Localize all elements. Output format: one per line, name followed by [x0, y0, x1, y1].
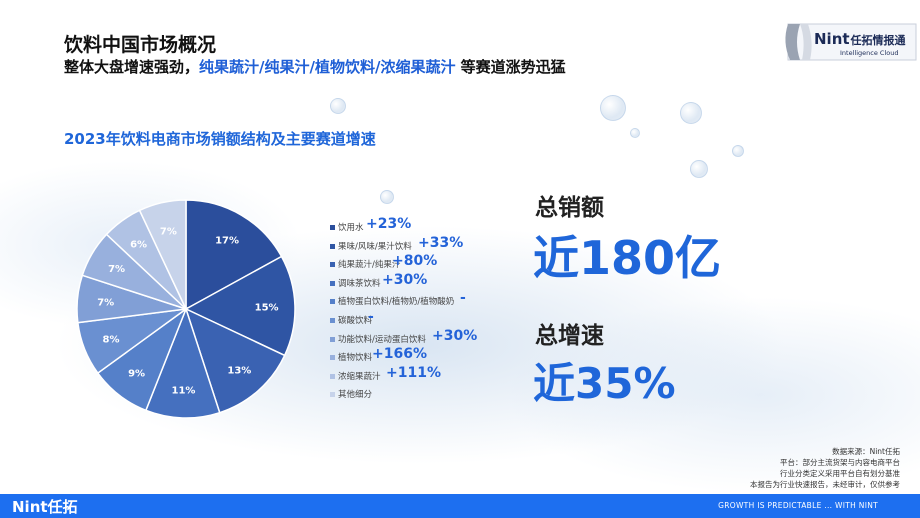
legend-label: 浓缩果蔬汁 [338, 371, 381, 382]
logo-ribbon-icon [785, 23, 917, 61]
subtitle-prefix: 整体大盘增速强劲， [64, 58, 200, 76]
footer-bar: Nint任拓 GROWTH IS PREDICTABLE ... WITH NI… [0, 494, 920, 518]
legend-swatch [330, 299, 335, 305]
pie-slice [185, 199, 283, 311]
logo-brand-en: Nint [814, 30, 850, 48]
logo-brand-cn: 任拓情报通 [850, 34, 906, 47]
legend-swatch [330, 336, 335, 342]
chart-title: 2023年饮料电商市场销额结构及主要赛道增速 [64, 130, 376, 148]
brand-logo: Nint任拓情报通 Intelligence Cloud [780, 20, 918, 64]
legend-swatch [330, 225, 335, 230]
pie-slice-label: 6% [130, 240, 147, 251]
water-bubble [330, 98, 346, 114]
legend-growth: +166% [372, 346, 427, 363]
legend-label: 果味/风味/果汁饮料 [338, 241, 412, 252]
legend-growth: +23% [366, 216, 412, 232]
pie-slice-label: 15% [255, 302, 279, 313]
page-subtitle: 整体大盘增速强劲，纯果蔬汁/纯果汁/植物饮料/浓缩果蔬汁 等赛道涨势迅猛 [64, 56, 566, 77]
legend-growth: +30% [382, 271, 428, 288]
pie-slice-label: 11% [171, 386, 195, 397]
legend-swatch [330, 262, 335, 268]
legend-swatch [330, 392, 335, 398]
legend-label: 植物饮料 [338, 353, 373, 364]
legend-growth: +30% [432, 327, 478, 344]
legend-label: 调味茶饮料 [338, 278, 381, 289]
legend-label: 饮用水 [338, 223, 364, 233]
legend-swatch [330, 280, 335, 286]
legend-growth: +111% [386, 364, 441, 381]
page-title: 饮料中国市场概况 [64, 34, 217, 56]
pie-slice [144, 306, 221, 419]
pie-slice-label: 9% [128, 369, 145, 380]
water-bubble [380, 190, 394, 204]
legend-growth: +80% [392, 253, 438, 270]
pie-slice [184, 307, 286, 414]
total-sales-value: 近180亿 [533, 231, 722, 285]
legend-swatch [330, 373, 335, 379]
pie-slice-label: 17% [215, 236, 239, 247]
water-bubble [630, 128, 640, 138]
source-line: 行业分类定义采用平台自有划分基准 [780, 469, 900, 478]
pie-slice [184, 255, 296, 357]
water-bubble [690, 160, 708, 178]
data-source-note: 数据来源：Nint任拓 平台：部分主流货架与内容电商平台 行业分类定义采用平台自… [750, 446, 900, 490]
logo-tagline: Intelligence Cloud [840, 49, 899, 57]
legend-label: 功能饮料/运动蛋白饮料 [338, 334, 426, 345]
pie-slice [138, 199, 187, 310]
water-bubble [732, 145, 744, 157]
pie-slice-label: 8% [103, 335, 120, 346]
legend-label: 纯果蔬汁/纯果汁 [338, 260, 401, 271]
legend-growth: +33% [418, 234, 464, 251]
legend-label: 植物蛋白饮料/植物奶/植物酸奶 [338, 297, 455, 308]
water-bubble [680, 102, 702, 124]
subtitle-suffix: 等赛道涨势迅猛 [455, 58, 566, 76]
pie-slice-label: 7% [108, 264, 125, 275]
legend-growth: - [460, 290, 466, 307]
legend-growth: - [368, 309, 374, 325]
legend-label: 其他细分 [338, 390, 373, 401]
water-bubble [600, 95, 626, 121]
total-sales-label: 总销额 [535, 195, 604, 221]
legend-label: 碳酸饮料 [338, 316, 373, 326]
source-line: 数据来源：Nint任拓 [832, 447, 900, 456]
total-growth-value: 近35% [533, 359, 676, 408]
legend-swatch [330, 355, 335, 361]
footer-logo: Nint任拓 [12, 498, 78, 516]
legend-swatch [330, 318, 335, 323]
logo-brand: Nint任拓情报通 [814, 30, 906, 48]
pie-slice-label: 13% [227, 366, 251, 377]
pie-slice-label: 7% [160, 226, 177, 237]
total-growth-label: 总增速 [535, 323, 604, 349]
pie-slice-label: 7% [97, 297, 114, 308]
footer-slogan: GROWTH IS PREDICTABLE ... WITH NINT [718, 501, 878, 510]
subtitle-highlight: 纯果蔬汁/纯果汁/植物饮料/浓缩果蔬汁 [199, 58, 456, 76]
source-line: 平台：部分主流货架与内容电商平台 [780, 458, 900, 467]
legend-swatch [330, 243, 335, 249]
source-line: 本报告为行业快速报告，未经审计，仅供参考 [750, 480, 900, 489]
